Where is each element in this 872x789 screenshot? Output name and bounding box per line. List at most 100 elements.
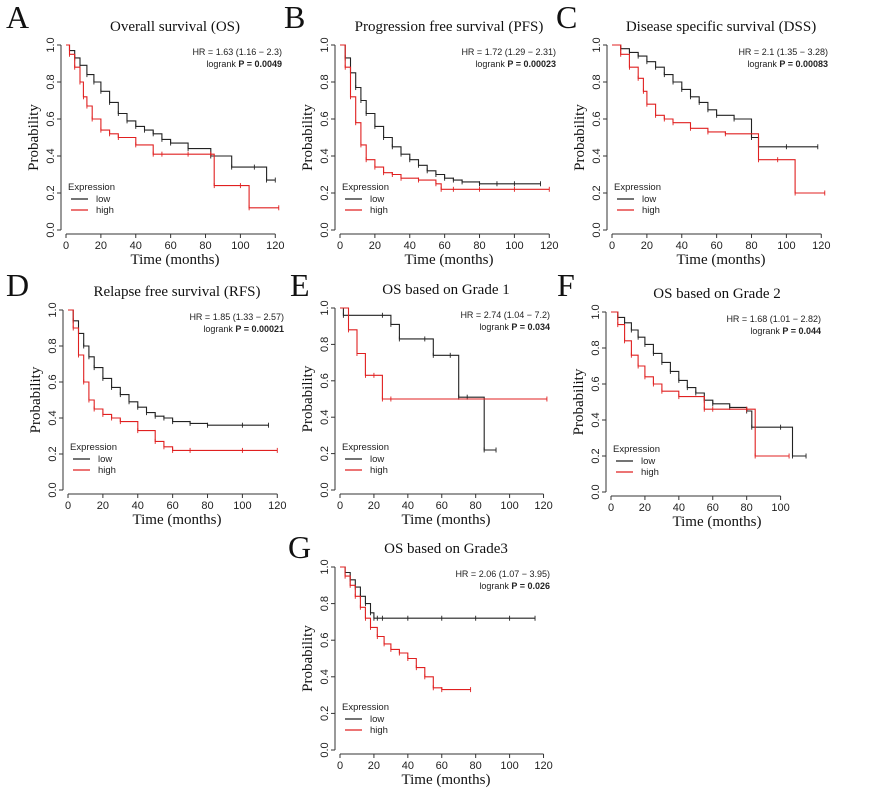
x-tick-label: 80	[470, 760, 482, 772]
x-tick-label: 80	[745, 240, 757, 252]
chart-title: OS based on Grade 1	[382, 282, 509, 298]
x-axis-label: Time (months)	[404, 252, 493, 268]
x-tick-label: 120	[812, 240, 830, 252]
x-tick-label: 100	[500, 760, 518, 772]
x-tick-label: 120	[540, 240, 558, 252]
y-tick-label: 0.8	[591, 74, 603, 89]
y-tick-label: 1.0	[590, 304, 602, 319]
y-tick-label: 0.2	[319, 185, 331, 200]
hazard-ratio: HR = 1.63 (1.16 − 2.3)	[192, 47, 282, 57]
hazard-ratio: HR = 2.06 (1.07 − 3.95)	[455, 569, 550, 579]
legend-title: Expression	[70, 442, 117, 453]
y-tick-label: 0.2	[319, 446, 331, 461]
x-tick-label: 80	[741, 502, 753, 514]
panel-a: A Overall survival (OS) 0 20 40 60 80 100 120 0.0…	[6, 0, 284, 268]
y-tick-label: 0.6	[319, 373, 331, 388]
y-tick-label: 0.0	[591, 222, 603, 237]
panel-letter: E	[290, 267, 310, 303]
series-line-high	[340, 307, 547, 400]
y-tick-label: 0.2	[590, 448, 602, 463]
x-tick-label: 80	[199, 240, 211, 252]
panel-d: D Relapse free survival (RFS) 0 20 40 60 80 100…	[6, 267, 286, 528]
y-axis-label: Probability	[300, 104, 316, 171]
x-tick-label: 40	[402, 760, 414, 772]
logrank-p: logrank P = 0.00023	[475, 59, 556, 69]
watermark: 搜狐号@小张聊科研	[726, 758, 852, 774]
legend-label-high: high	[370, 465, 388, 476]
y-tick-label: 0.8	[45, 74, 57, 89]
x-tick-label: 0	[337, 760, 343, 772]
x-tick-label: 20	[641, 240, 653, 252]
y-axis-label: Probability	[300, 365, 316, 432]
y-tick-label: 0.0	[319, 742, 331, 757]
x-tick-label: 120	[534, 500, 552, 512]
y-tick-label: 0.0	[319, 482, 331, 497]
x-tick-label: 60	[711, 240, 723, 252]
x-tick-label: 60	[436, 760, 448, 772]
chart-title: Disease specific survival (DSS)	[626, 19, 816, 35]
y-tick-label: 0.0	[47, 482, 59, 497]
legend-title: Expression	[342, 442, 389, 453]
hazard-ratio: HR = 2.74 (1.04 − 7.2)	[460, 310, 550, 320]
x-tick-label: 40	[404, 240, 416, 252]
hazard-ratio: HR = 1.68 (1.01 − 2.82)	[726, 314, 821, 324]
y-tick-label: 0.4	[591, 148, 603, 163]
y-tick-label: 1.0	[591, 37, 603, 52]
y-tick-label: 0.6	[591, 111, 603, 126]
y-tick-label: 0.8	[319, 596, 331, 611]
chart-title: Progression free survival (PFS)	[355, 19, 544, 35]
y-tick-label: 0.4	[319, 410, 331, 425]
x-axis-label: Time (months)	[132, 512, 221, 528]
logrank-p: logrank P = 0.044	[750, 326, 821, 336]
logrank-label: logrank	[206, 59, 238, 69]
hazard-ratio: HR = 1.85 (1.33 − 2.57)	[189, 312, 284, 322]
series-line-high	[340, 566, 471, 691]
y-tick-label: 0.2	[45, 185, 57, 200]
series-line-low	[340, 307, 496, 451]
x-tick-label: 100	[505, 240, 523, 252]
y-tick-label: 1.0	[47, 302, 59, 317]
x-tick-label: 60	[167, 500, 179, 512]
y-tick-label: 0.4	[319, 669, 331, 684]
logrank-label: logrank	[479, 322, 511, 332]
x-tick-label: 40	[676, 240, 688, 252]
legend-title: Expression	[613, 444, 660, 455]
x-axis-label: Time (months)	[672, 514, 761, 530]
series-line-low	[68, 309, 269, 426]
x-tick-label: 120	[268, 500, 286, 512]
logrank-p-value: P = 0.0049	[238, 59, 282, 69]
logrank-p: logrank P = 0.00083	[747, 59, 828, 69]
x-tick-label: 20	[95, 240, 107, 252]
x-tick-label: 40	[673, 502, 685, 514]
panel-letter: G	[288, 529, 311, 565]
chart-title: OS based on Grade3	[384, 541, 508, 557]
panel-b: B Progression free survival (PFS) 0 20 40 60 8…	[284, 0, 558, 268]
y-tick-label: 0.4	[47, 410, 59, 425]
y-axis-label: Probability	[572, 104, 588, 171]
logrank-label: logrank	[203, 324, 235, 334]
legend-label-low: low	[370, 194, 384, 205]
series-line-high	[611, 311, 790, 457]
y-tick-label: 0.6	[590, 376, 602, 391]
y-axis-label: Probability	[28, 366, 44, 433]
y-tick-label: 0.8	[590, 340, 602, 355]
x-tick-label: 100	[777, 240, 795, 252]
y-tick-label: 0.2	[47, 446, 59, 461]
panel-letter: B	[284, 0, 305, 35]
chart-title: Relapse free survival (RFS)	[93, 284, 260, 300]
logrank-label: logrank	[747, 59, 779, 69]
x-tick-label: 40	[132, 500, 144, 512]
y-tick-label: 0.0	[590, 484, 602, 499]
panel-f: F OS based on Grade 2 0 20 40 60 80 100 0.0 0.2 0.…	[557, 267, 821, 530]
y-tick-label: 0.0	[45, 222, 57, 237]
panel-e: E OS based on Grade 1 0 20 40 60 80 100 120 0.0 0.…	[290, 267, 553, 528]
y-tick-label: 0.8	[47, 338, 59, 353]
y-tick-label: 0.6	[319, 633, 331, 648]
panel-letter: F	[557, 267, 575, 303]
x-tick-label: 80	[201, 500, 213, 512]
y-tick-label: 0.6	[319, 111, 331, 126]
logrank-p-value: P = 0.00021	[235, 324, 284, 334]
legend-title: Expression	[68, 182, 115, 193]
x-axis-label: Time (months)	[676, 252, 765, 268]
x-tick-label: 0	[65, 500, 71, 512]
